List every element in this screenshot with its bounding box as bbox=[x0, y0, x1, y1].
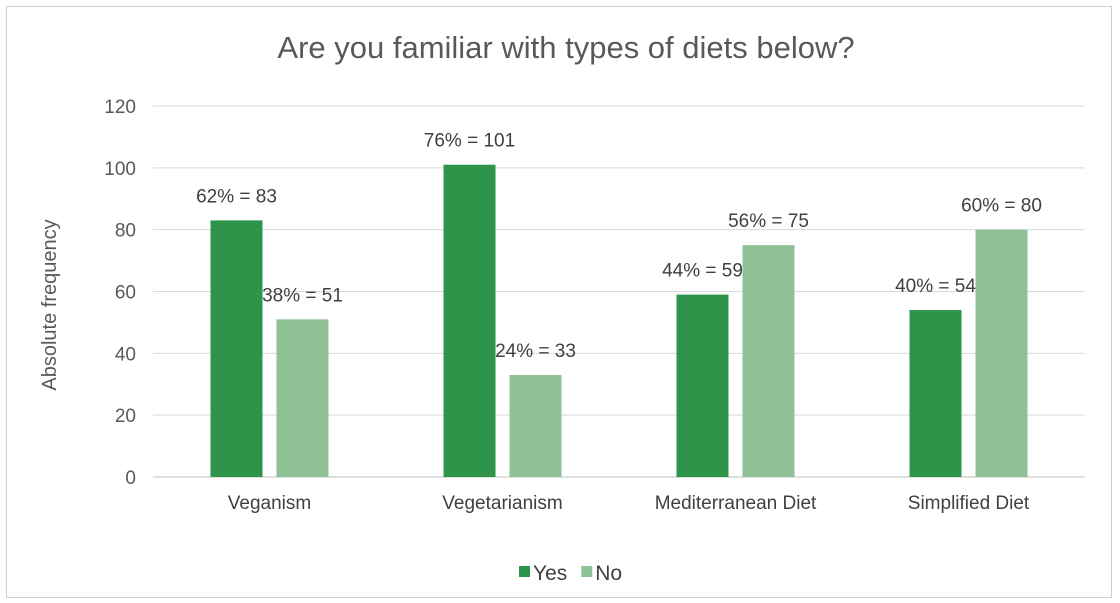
bars bbox=[210, 164, 1028, 477]
bar-yes bbox=[909, 310, 962, 477]
data-label: 60% = 80 bbox=[961, 196, 1042, 217]
legend: Yes No bbox=[519, 562, 622, 585]
data-label: 44% = 59 bbox=[662, 261, 743, 282]
y-tick-label: 20 bbox=[115, 406, 136, 427]
chart-title: Are you familiar with types of diets bel… bbox=[277, 30, 854, 65]
bar-no bbox=[276, 319, 329, 477]
legend-swatch-no bbox=[581, 566, 593, 577]
legend-label-no: No bbox=[595, 562, 622, 585]
y-tick-label: 0 bbox=[125, 468, 136, 489]
y-tick-label: 60 bbox=[115, 283, 136, 304]
y-tick-label: 40 bbox=[115, 344, 136, 365]
bar-yes bbox=[676, 294, 729, 477]
data-label: 76% = 101 bbox=[424, 131, 515, 152]
bar-yes bbox=[210, 220, 263, 477]
bar-no bbox=[742, 245, 795, 477]
y-axis-ticks: 0 20 40 60 80 100 120 bbox=[104, 97, 136, 489]
data-label: 56% = 75 bbox=[728, 211, 809, 232]
x-axis-categories: Veganism Vegetarianism Mediterranean Diet S… bbox=[228, 493, 1030, 514]
data-labels: 62% = 83 38% = 51 76% = 101 24% = 33 44% = 5… bbox=[196, 131, 1042, 362]
y-tick-label: 80 bbox=[115, 221, 136, 242]
x-category-label: Veganism bbox=[228, 493, 311, 514]
data-label: 24% = 33 bbox=[495, 341, 576, 362]
bar-no bbox=[509, 374, 562, 477]
y-tick-label: 120 bbox=[104, 97, 136, 118]
chart-frame bbox=[6, 6, 1112, 598]
bar-no bbox=[975, 229, 1028, 477]
x-category-label: Simplified Diet bbox=[908, 493, 1030, 514]
x-category-label: Vegetarianism bbox=[442, 493, 562, 514]
data-label: 62% = 83 bbox=[196, 186, 277, 207]
legend-label-yes: Yes bbox=[533, 562, 567, 585]
y-axis-label: Absolute frequency bbox=[39, 219, 61, 390]
legend-swatch-yes bbox=[519, 566, 530, 577]
x-category-label: Mediterranean Diet bbox=[655, 493, 817, 514]
data-label: 40% = 54 bbox=[895, 276, 976, 297]
bar-yes bbox=[443, 164, 496, 477]
data-label: 38% = 51 bbox=[262, 285, 343, 306]
y-tick-label: 100 bbox=[104, 159, 136, 180]
